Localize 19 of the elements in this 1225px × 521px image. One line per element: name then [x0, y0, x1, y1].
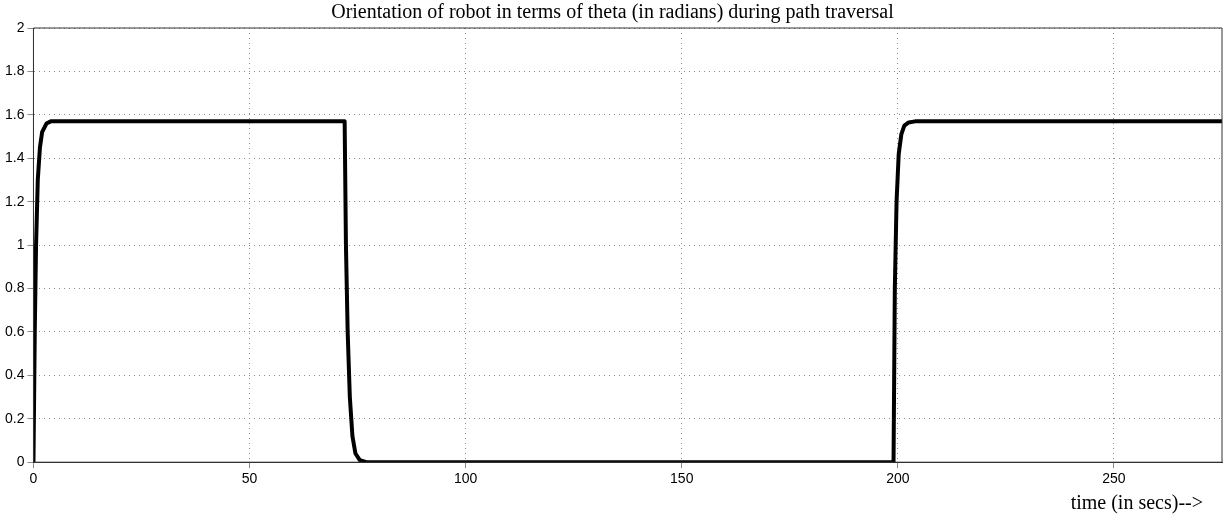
- y-tick-label: 0.8: [4, 279, 25, 296]
- chart-title: Orientation of robot in terms of theta (in radians) during path traversal: [331, 0, 894, 22]
- x-tick-label: 150: [670, 470, 694, 487]
- x-axis-title: time (in secs)-->: [1070, 491, 1203, 514]
- x-tick-label: 200: [886, 470, 910, 487]
- x-tick-label: 250: [1102, 470, 1126, 487]
- y-tick-label: 1.6: [4, 105, 25, 122]
- x-tick-label: 50: [241, 470, 258, 487]
- y-tick-label: 0.6: [4, 322, 25, 339]
- x-tick-label: 100: [453, 470, 478, 487]
- y-tick-label: 2: [16, 18, 25, 35]
- y-tick-label: 1: [16, 235, 25, 252]
- y-tick-label: 1.8: [4, 62, 25, 79]
- x-tick-label: 0: [29, 470, 38, 487]
- y-tick-label: 0.2: [4, 409, 25, 426]
- y-tick-label: 1.2: [4, 192, 25, 209]
- y-tick-label: 0.4: [4, 366, 25, 383]
- y-tick-label: 1.4: [4, 149, 25, 166]
- y-tick-label: 0: [16, 453, 25, 470]
